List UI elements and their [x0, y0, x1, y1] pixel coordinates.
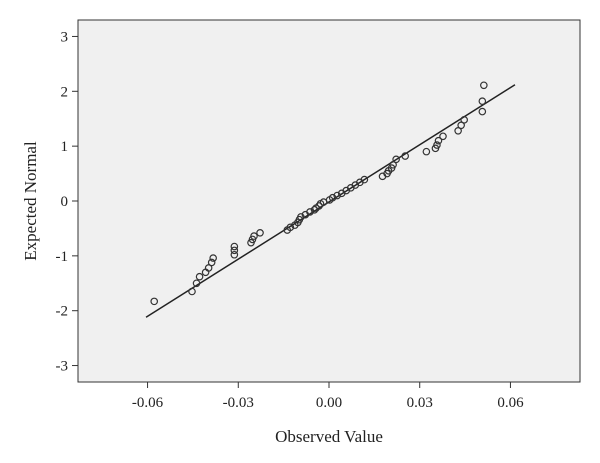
data-point	[333, 191, 341, 200]
x-axis: -0.06 -0.03 0.00 0.03 0.06	[132, 382, 524, 411]
data-point	[250, 232, 258, 240]
data-point	[306, 208, 314, 216]
x-axis-label: Observed Value	[275, 427, 383, 446]
data-point	[360, 175, 369, 184]
data-point	[209, 254, 217, 262]
data-point	[401, 152, 410, 160]
y-tick-label: 1	[61, 139, 69, 155]
data-point	[433, 141, 441, 149]
data-points	[150, 81, 488, 306]
x-tick-label: -0.03	[223, 395, 254, 411]
data-point	[188, 287, 196, 296]
data-point	[230, 246, 239, 255]
x-tick-label: 0.06	[497, 395, 524, 411]
y-tick-label: -1	[56, 249, 69, 265]
data-point	[392, 155, 400, 164]
data-point	[230, 242, 239, 251]
x-tick-label: 0.03	[407, 395, 433, 411]
data-point	[439, 132, 447, 141]
data-point	[422, 147, 431, 156]
y-tick-label: -3	[56, 359, 69, 375]
reference-line	[145, 84, 516, 318]
x-tick-label: 0.00	[316, 395, 342, 411]
data-point	[297, 213, 305, 221]
y-tick-label: 2	[61, 84, 69, 100]
y-tick-label: 0	[61, 194, 69, 210]
plot-area	[77, 19, 581, 383]
data-point	[230, 250, 239, 259]
data-point	[478, 97, 487, 105]
data-point	[192, 279, 201, 288]
y-axis: -3 -2 -1 0 1 2 3	[56, 29, 78, 375]
data-point	[434, 136, 443, 145]
data-point	[256, 229, 264, 237]
y-axis-label: Expected Normal	[21, 141, 40, 261]
data-point	[460, 116, 468, 124]
y-tick-label: -2	[56, 304, 69, 320]
x-tick-label: -0.06	[132, 395, 164, 411]
data-point	[207, 258, 216, 267]
y-tick-label: 3	[61, 29, 69, 45]
data-point	[195, 272, 204, 281]
data-point	[310, 205, 319, 214]
data-point	[478, 107, 487, 116]
data-point	[328, 193, 337, 202]
data-point	[480, 81, 488, 90]
data-point	[286, 223, 295, 232]
data-point	[150, 297, 159, 306]
